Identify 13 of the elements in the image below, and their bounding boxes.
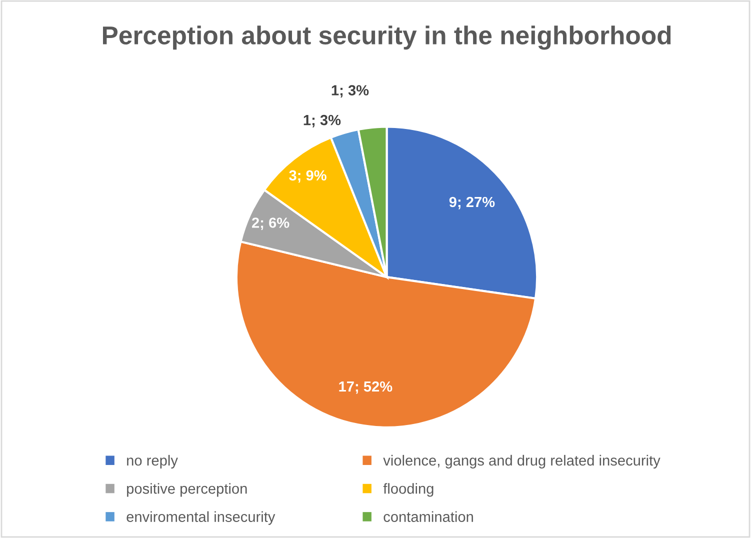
data-label: 9; 27%: [449, 196, 495, 210]
data-label: 1; 3%: [304, 114, 341, 128]
legend-label: contamination: [384, 511, 473, 522]
data-label: 3; 9%: [289, 170, 326, 183]
data-label: 2; 6%: [252, 218, 290, 230]
legend-label: flooding: [383, 483, 434, 497]
legend-label: violence, gangs and drug related insecurity: [383, 454, 660, 469]
legend-label: positive perception: [127, 483, 247, 497]
legend-label: no reply: [127, 454, 178, 469]
data-label: 17; 52%: [339, 381, 392, 394]
legend-label: enviromental insecurity: [126, 511, 276, 525]
chart-title: Perception about security in the neighborhood: [102, 26, 671, 50]
data-label: 1; 3%: [332, 85, 369, 98]
